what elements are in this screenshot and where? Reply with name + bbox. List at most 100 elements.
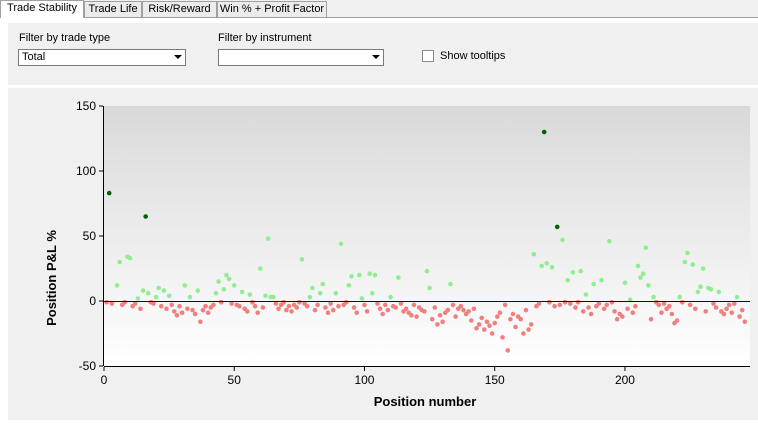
data-point [526, 327, 531, 332]
data-point [685, 250, 690, 256]
data-point [552, 303, 557, 309]
instrument-select[interactable] [218, 49, 384, 66]
tab-win-profit-factor[interactable]: Win % + Profit Factor [217, 1, 327, 17]
data-point [185, 306, 190, 312]
data-point [231, 283, 237, 288]
data-point [487, 323, 492, 328]
data-point [325, 310, 331, 315]
data-point [284, 307, 289, 313]
chevron-down-icon[interactable] [174, 55, 182, 59]
data-point [221, 287, 227, 292]
y-axis-label: Position P&L % [44, 230, 59, 326]
data-point [422, 309, 427, 314]
show-tooltips-checkbox[interactable] [422, 50, 434, 62]
tab-trade-stability[interactable]: Trade Stability [0, 0, 84, 18]
x-ticks: 0 50 100 150 200 [101, 367, 635, 387]
data-point [500, 335, 505, 340]
data-point [596, 301, 602, 306]
show-tooltips-label[interactable]: Show tooltips [440, 50, 506, 62]
data-point [122, 300, 128, 305]
data-point [294, 305, 300, 310]
data-point [638, 275, 643, 280]
instrument-label: Filter by instrument [218, 32, 312, 44]
data-point [312, 307, 318, 313]
tab-risk-reward[interactable]: Risk/Reward [142, 1, 217, 17]
data-point [742, 319, 748, 325]
data-point [690, 262, 695, 267]
data-point [633, 303, 638, 309]
data-point [109, 301, 115, 306]
data-point [695, 289, 701, 295]
data-point [489, 331, 495, 336]
data-point [614, 316, 620, 322]
data-point [179, 310, 185, 315]
data-points [104, 129, 748, 353]
data-point [156, 285, 162, 291]
data-point [716, 289, 722, 295]
y-tick-label: 0 [89, 294, 96, 308]
data-point [166, 293, 172, 299]
data-point [453, 314, 458, 319]
data-point [304, 303, 310, 309]
data-point [437, 313, 443, 318]
data-point [380, 311, 386, 317]
data-point [393, 305, 399, 310]
data-point [211, 302, 216, 308]
data-point [297, 300, 302, 305]
data-point [338, 241, 344, 247]
trade-type-label: Filter by trade type [19, 32, 111, 44]
y-tick-label: -50 [79, 359, 97, 373]
data-point [620, 314, 625, 319]
data-point [132, 301, 138, 306]
data-point [323, 305, 328, 310]
tab-trade-life[interactable]: Trade Life [84, 1, 142, 17]
data-point [187, 294, 193, 300]
data-point [591, 281, 597, 287]
data-point [482, 327, 487, 332]
data-point [198, 319, 203, 325]
data-point [159, 303, 164, 309]
data-point [255, 310, 260, 315]
data-point [674, 318, 680, 323]
data-point [458, 303, 464, 309]
data-point [351, 305, 357, 310]
x-tick-label: 50 [228, 373, 242, 387]
data-point [424, 268, 430, 274]
data-point [182, 283, 188, 288]
data-point [265, 236, 271, 241]
data-point [143, 214, 148, 219]
data-point [138, 306, 143, 312]
data-point [273, 301, 279, 306]
data-point [450, 302, 456, 308]
data-point [229, 301, 234, 306]
data-point [734, 294, 740, 300]
data-point [476, 322, 482, 327]
data-point [536, 301, 542, 306]
data-point [729, 310, 735, 315]
data-point [429, 316, 435, 322]
data-point [495, 314, 500, 319]
data-point [612, 309, 617, 314]
data-point [677, 294, 682, 300]
data-point [396, 275, 401, 280]
data-point [114, 283, 120, 288]
data-point [343, 300, 349, 305]
plot-area [104, 106, 750, 366]
data-point [200, 307, 206, 313]
data-point [625, 306, 630, 312]
data-point [383, 302, 388, 308]
data-point [521, 331, 526, 336]
data-point [513, 324, 518, 330]
data-point [508, 316, 513, 322]
chevron-down-icon[interactable] [372, 55, 380, 59]
data-point [484, 319, 490, 325]
data-point [567, 301, 573, 306]
pl-scatter-chart: 0 50 100 150 200 -50 0 50 100 150 Position numbe… [44, 99, 750, 409]
trade-type-select[interactable]: Total [18, 49, 186, 66]
data-point [169, 302, 175, 308]
data-point [713, 305, 719, 310]
data-point [224, 272, 229, 278]
data-point [627, 297, 633, 302]
data-point [703, 309, 709, 314]
data-point [601, 306, 607, 312]
